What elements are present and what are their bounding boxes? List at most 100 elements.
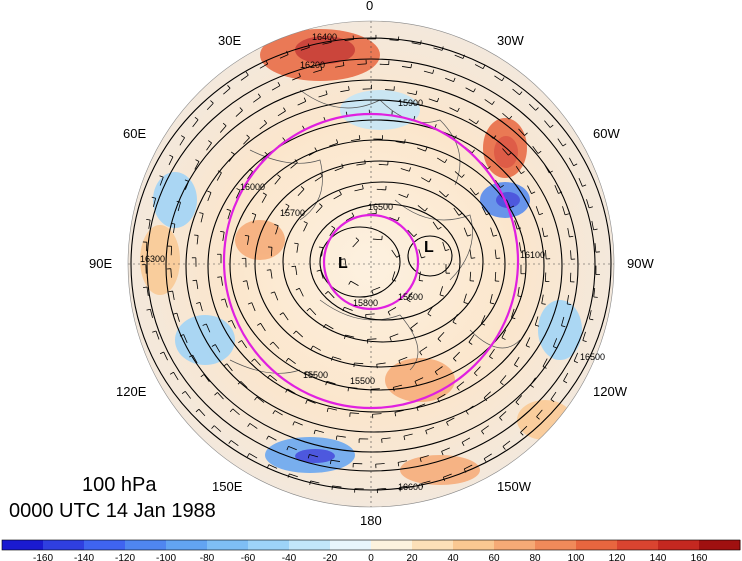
wind-barb-feather bbox=[453, 358, 457, 362]
wind-barb bbox=[213, 425, 222, 432]
wind-barb-feather bbox=[168, 290, 173, 293]
wind-barb-feather bbox=[227, 319, 232, 323]
wind-barb-feather bbox=[283, 107, 286, 112]
wind-barb-feather bbox=[535, 324, 540, 327]
wind-barb bbox=[196, 280, 199, 290]
wind-barb-feather bbox=[463, 468, 467, 473]
wind-barb bbox=[252, 214, 257, 224]
wind-barb bbox=[433, 47, 443, 51]
wind-barb bbox=[515, 395, 523, 403]
wind-barb bbox=[406, 292, 413, 300]
wind-barb bbox=[205, 323, 211, 333]
wind-barb bbox=[563, 372, 569, 382]
colorbar-tick-label: -100 bbox=[156, 553, 176, 561]
wind-barb bbox=[145, 242, 148, 252]
wind-barb-feather bbox=[465, 410, 469, 415]
wind-barb bbox=[354, 188, 364, 192]
wind-barb-feather bbox=[508, 115, 513, 120]
wind-barb-feather bbox=[227, 85, 231, 89]
wind-barb bbox=[223, 88, 231, 95]
wind-barb bbox=[241, 340, 247, 349]
wind-barb bbox=[569, 157, 574, 166]
wind-barb bbox=[184, 391, 191, 399]
colorbar-swatch bbox=[125, 540, 167, 550]
wind-barb bbox=[517, 287, 520, 297]
wind-barb bbox=[260, 323, 266, 332]
wind-barb bbox=[294, 421, 303, 426]
colorbar-tick-label: -60 bbox=[241, 553, 256, 561]
anomaly-shading bbox=[140, 29, 582, 485]
wind-barb bbox=[395, 141, 405, 144]
wind-barb-feather bbox=[482, 64, 486, 69]
wind-barb bbox=[541, 227, 545, 237]
wind-barb-feather bbox=[256, 322, 261, 326]
wind-barb-feather bbox=[520, 432, 524, 436]
wind-barb bbox=[354, 362, 364, 365]
wind-barb-feather bbox=[172, 312, 178, 315]
wind-barb bbox=[296, 243, 299, 253]
wind-barb bbox=[287, 388, 296, 394]
wind-barb-feather bbox=[446, 421, 449, 426]
wind-barb-feather bbox=[394, 412, 397, 417]
colorbar-swatch bbox=[617, 540, 659, 550]
wind-barb-feather bbox=[326, 407, 329, 413]
wind-barb bbox=[465, 87, 474, 93]
wind-barb-feather bbox=[251, 212, 256, 215]
wind-barb bbox=[173, 223, 176, 233]
wind-barb bbox=[486, 132, 494, 139]
wind-barb bbox=[295, 330, 304, 338]
wind-barb bbox=[279, 54, 289, 59]
wind-barb-feather bbox=[419, 280, 424, 282]
lon-label-60e: 60E bbox=[123, 126, 146, 141]
wind-barb-feather bbox=[539, 213, 544, 216]
wind-barb-feather bbox=[403, 436, 406, 441]
colorbar-swatch bbox=[412, 540, 454, 550]
wind-barb bbox=[235, 110, 243, 117]
wind-barb-feather bbox=[238, 340, 242, 344]
wind-barb-feather bbox=[562, 143, 567, 147]
wind-barb bbox=[259, 63, 268, 69]
wind-barb-feather bbox=[502, 446, 506, 450]
wind-barb-feather bbox=[514, 364, 518, 368]
wind-barb bbox=[389, 217, 398, 222]
wind-barb-feather bbox=[490, 302, 495, 305]
wind-barb-feather bbox=[454, 135, 457, 140]
wind-barb-feather bbox=[189, 354, 193, 358]
wind-barb bbox=[570, 250, 572, 260]
wind-barb-feather bbox=[180, 135, 185, 138]
wind-barb bbox=[235, 190, 241, 199]
wind-barb bbox=[403, 433, 413, 437]
wind-barb-feather bbox=[436, 97, 440, 102]
wind-barb bbox=[443, 473, 452, 478]
wind-barb bbox=[327, 291, 335, 299]
wind-barb-feather bbox=[462, 54, 465, 59]
contour-label: 16600 bbox=[398, 482, 423, 492]
wind-barb-feather bbox=[563, 380, 568, 384]
wind-barb bbox=[269, 374, 278, 382]
map-disc bbox=[128, 21, 614, 507]
wind-barb bbox=[594, 243, 597, 253]
wind-barb-feather bbox=[196, 301, 201, 304]
wind-barb bbox=[407, 229, 415, 237]
wind-barb-feather bbox=[316, 269, 321, 272]
wind-barb bbox=[446, 417, 455, 423]
wind-barb bbox=[474, 366, 481, 374]
wind-barb bbox=[329, 228, 336, 236]
wind-barb bbox=[452, 314, 458, 323]
wind-barb-feather bbox=[223, 363, 228, 367]
wind-barb bbox=[511, 308, 515, 318]
wind-barb bbox=[203, 374, 210, 382]
wind-barb bbox=[527, 185, 532, 194]
wind-barb bbox=[168, 156, 174, 166]
lon-label-30e: 30E bbox=[218, 33, 241, 48]
wind-barb bbox=[196, 235, 199, 245]
wind-barb bbox=[329, 142, 338, 147]
wind-barb bbox=[468, 334, 475, 343]
wind-barb-feather bbox=[398, 360, 401, 365]
wind-barb bbox=[272, 341, 280, 349]
wind-barb-feather bbox=[319, 203, 323, 207]
contour-label: 15800 bbox=[353, 298, 378, 308]
wind-barb-feather bbox=[499, 417, 503, 421]
wind-barb bbox=[397, 460, 407, 463]
longitude-labels: 0 30W 60W 90W 120W 150W 180 150E 120E 90… bbox=[89, 0, 654, 528]
